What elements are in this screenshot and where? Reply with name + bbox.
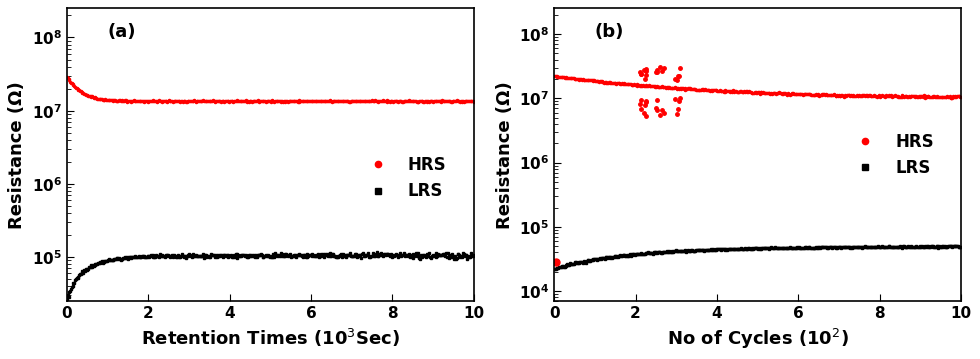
LRS bbox=[791, 245, 803, 250]
HRS bbox=[742, 90, 754, 94]
LRS bbox=[549, 266, 561, 271]
HRS bbox=[282, 99, 294, 104]
LRS bbox=[549, 267, 561, 271]
Y-axis label: Resistance (Ω): Resistance (Ω) bbox=[496, 81, 514, 229]
LRS bbox=[281, 253, 293, 257]
Y-axis label: Resistance (Ω): Resistance (Ω) bbox=[9, 81, 26, 229]
LRS bbox=[257, 255, 269, 260]
HRS bbox=[459, 98, 470, 103]
LRS bbox=[61, 297, 73, 302]
Legend: HRS, LRS: HRS, LRS bbox=[842, 126, 941, 183]
Text: (b): (b) bbox=[595, 23, 624, 41]
HRS bbox=[768, 90, 780, 95]
LRS bbox=[883, 244, 895, 248]
HRS bbox=[395, 99, 407, 103]
HRS bbox=[744, 90, 756, 94]
LRS bbox=[395, 254, 407, 258]
LRS bbox=[921, 243, 933, 248]
LRS bbox=[459, 254, 470, 258]
LRS bbox=[745, 247, 757, 251]
HRS bbox=[791, 92, 803, 96]
Line: HRS: HRS bbox=[66, 76, 475, 103]
HRS bbox=[956, 95, 967, 99]
LRS bbox=[947, 244, 958, 248]
HRS bbox=[61, 75, 73, 79]
LRS bbox=[743, 246, 755, 251]
HRS bbox=[467, 99, 479, 104]
HRS bbox=[255, 99, 267, 103]
Text: (a): (a) bbox=[108, 23, 136, 41]
HRS bbox=[274, 100, 286, 104]
HRS bbox=[257, 99, 269, 103]
HRS bbox=[882, 94, 894, 98]
LRS bbox=[370, 250, 382, 255]
HRS bbox=[946, 96, 957, 100]
HRS bbox=[304, 99, 316, 103]
LRS bbox=[467, 252, 479, 257]
Line: HRS: HRS bbox=[553, 75, 962, 99]
HRS bbox=[947, 95, 958, 100]
Legend: HRS, LRS: HRS, LRS bbox=[355, 149, 454, 207]
LRS bbox=[956, 244, 967, 249]
Line: LRS: LRS bbox=[66, 251, 475, 300]
X-axis label: No of Cycles (10$^2$): No of Cycles (10$^2$) bbox=[666, 327, 849, 351]
Line: LRS: LRS bbox=[553, 244, 962, 270]
LRS bbox=[303, 253, 315, 257]
LRS bbox=[769, 245, 781, 250]
HRS bbox=[549, 74, 561, 78]
LRS bbox=[255, 252, 267, 257]
X-axis label: Retention Times (10$^3$Sec): Retention Times (10$^3$Sec) bbox=[141, 327, 400, 349]
